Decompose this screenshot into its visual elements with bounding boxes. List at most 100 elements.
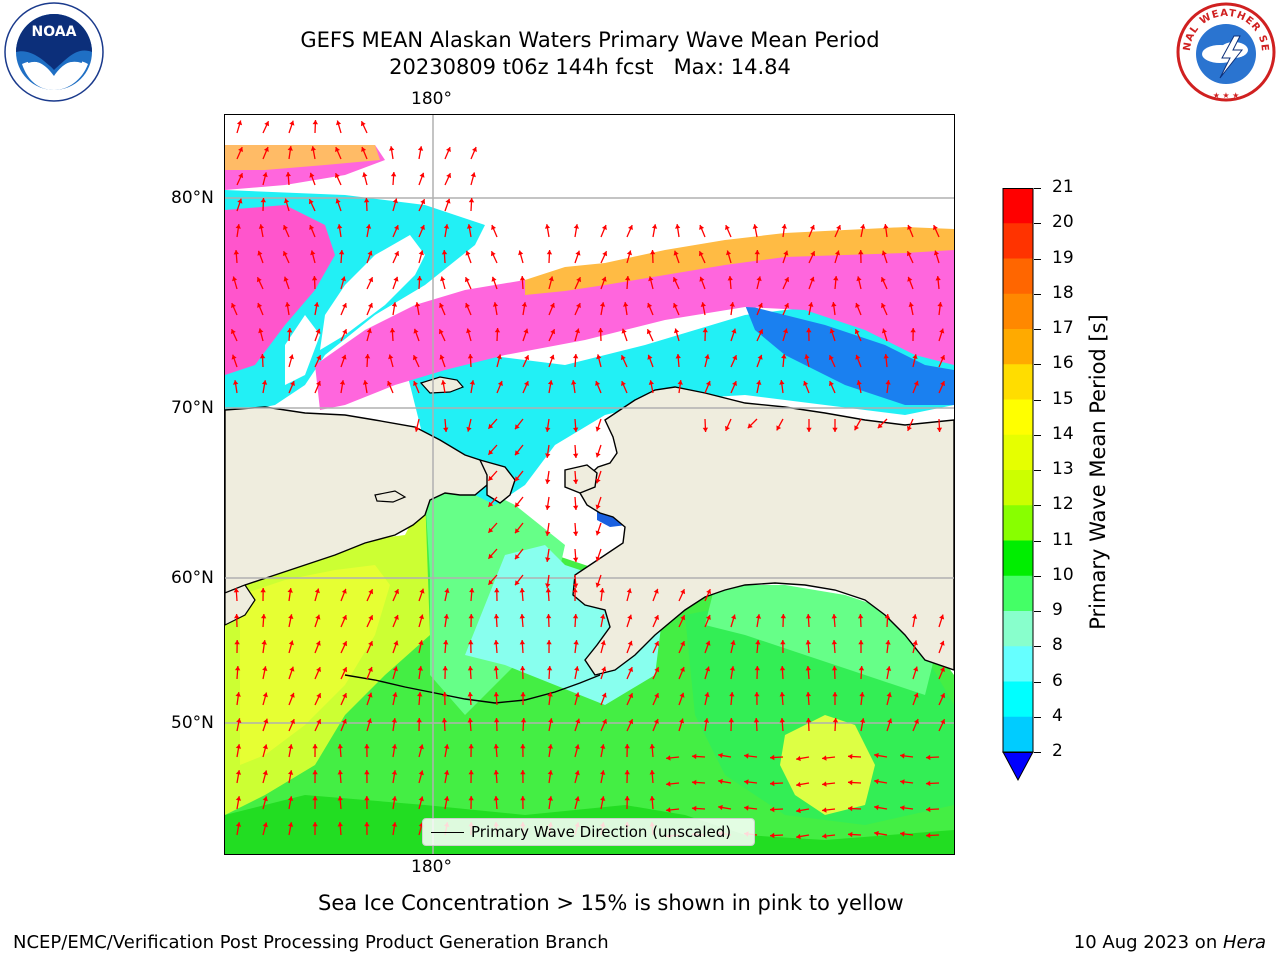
wave-direction-arrowhead bbox=[468, 770, 474, 775]
wave-direction-arrowhead bbox=[595, 426, 601, 432]
wave-direction-arrowhead bbox=[284, 198, 290, 204]
colorbar-tick-label: 16 bbox=[1052, 353, 1074, 374]
wave-direction-arrowhead bbox=[367, 667, 373, 672]
wave-direction-arrowhead bbox=[654, 693, 659, 699]
wave-direction-arrowhead bbox=[780, 614, 786, 619]
wave-direction-arrowhead bbox=[418, 614, 424, 620]
colorbar-tick-mark bbox=[1034, 681, 1041, 683]
wave-direction-arrowhead bbox=[544, 224, 551, 229]
wave-direction-arrowhead bbox=[341, 719, 347, 724]
wave-direction-arrowhead bbox=[699, 225, 705, 230]
wave-direction-arrowhead bbox=[468, 796, 474, 801]
wave-direction-arrowhead bbox=[236, 120, 243, 126]
wave-direction-arrowhead bbox=[654, 667, 660, 673]
colorbar-tick-label: 8 bbox=[1052, 635, 1063, 656]
wave-direction-arrowhead bbox=[309, 225, 315, 230]
wave-direction-arrowhead bbox=[546, 640, 552, 645]
wave-direction-arrowhead bbox=[576, 277, 582, 283]
wave-direction-arrowhead bbox=[442, 666, 448, 671]
bottom-longitude-label: 180° bbox=[411, 857, 452, 877]
wave-direction-arrowhead bbox=[286, 328, 293, 333]
noaa-logo-icon: NOAA bbox=[4, 2, 104, 102]
colorbar-band bbox=[1003, 646, 1033, 682]
wave-direction-arrowhead bbox=[236, 718, 242, 723]
wave-direction-arrowhead bbox=[939, 640, 945, 646]
wave-direction-arrowhead bbox=[234, 640, 240, 645]
wave-direction-arrowhead bbox=[524, 381, 529, 386]
colorbar-tick-mark bbox=[1034, 752, 1041, 753]
wave-direction-arrowhead bbox=[288, 354, 294, 360]
wave-direction-arrowhead bbox=[288, 822, 294, 827]
wave-direction-arrowhead bbox=[392, 666, 398, 672]
wave-direction-arrowhead bbox=[440, 380, 447, 385]
wave-direction-arrowhead bbox=[235, 744, 242, 749]
wave-direction-arrowhead bbox=[673, 303, 678, 308]
wave-direction-arrowhead bbox=[444, 744, 450, 749]
wave-direction-arrowhead bbox=[337, 822, 343, 827]
wave-direction-arrowhead bbox=[515, 502, 520, 508]
wave-direction-arrowhead bbox=[310, 146, 316, 151]
wave-direction-arrowhead bbox=[692, 753, 697, 760]
wave-direction-arrowhead bbox=[728, 718, 734, 723]
wave-direction-arrowhead bbox=[520, 770, 526, 775]
wave-direction-arrowhead bbox=[900, 779, 905, 785]
wave-direction-arrowhead bbox=[361, 147, 367, 152]
wave-direction-arrowhead bbox=[392, 198, 398, 204]
map-legend: Primary Wave Direction (unscaled) bbox=[422, 818, 755, 846]
wave-direction-arrowhead bbox=[674, 328, 680, 334]
wave-direction-arrowhead bbox=[575, 718, 581, 724]
wave-direction-arrowhead bbox=[289, 666, 295, 672]
wave-direction-arrowhead bbox=[231, 303, 236, 308]
wave-direction-arrowhead bbox=[256, 277, 262, 283]
wave-direction-arrowhead bbox=[573, 583, 579, 588]
wave-direction-arrowhead bbox=[392, 692, 398, 697]
wave-direction-arrowhead bbox=[335, 147, 340, 152]
wave-direction-arrowhead bbox=[654, 641, 660, 647]
wave-direction-arrowhead bbox=[744, 805, 749, 811]
wave-direction-arrowhead bbox=[680, 589, 686, 595]
wave-direction-arrowhead bbox=[572, 588, 578, 593]
wave-direction-arrowhead bbox=[315, 328, 321, 334]
wave-direction-arrowhead bbox=[757, 354, 763, 360]
svg-text:★ ★ ★: ★ ★ ★ bbox=[1213, 91, 1240, 100]
wave-direction-arrowhead bbox=[887, 718, 893, 724]
wave-direction-arrowhead bbox=[515, 450, 520, 456]
wave-direction-arrowhead bbox=[648, 276, 654, 282]
wave-direction-arrowhead bbox=[860, 718, 866, 723]
colorbar-band bbox=[1003, 293, 1033, 330]
lat-label-70: 70°N bbox=[171, 398, 214, 418]
top-longitude-label: 180° bbox=[411, 89, 452, 109]
wave-direction-arrowhead bbox=[232, 276, 238, 282]
wave-direction-arrowhead bbox=[939, 328, 945, 334]
wave-direction-arrowhead bbox=[368, 615, 374, 621]
wave-direction-arrowhead bbox=[649, 744, 655, 749]
wave-direction-arrowhead bbox=[831, 640, 837, 645]
wave-direction-arrowhead bbox=[913, 380, 919, 386]
wave-direction-arrowhead bbox=[313, 302, 320, 307]
wave-direction-arrowhead bbox=[263, 718, 269, 724]
wave-direction-arrowhead bbox=[417, 146, 424, 151]
colorbar-label: Primary Wave Mean Period [s] bbox=[1086, 314, 1110, 630]
wave-direction-arrowhead bbox=[883, 224, 889, 229]
colorbar-tick-mark bbox=[1034, 716, 1041, 718]
wave-direction-arrowhead bbox=[341, 588, 347, 594]
wave-direction-arrowhead bbox=[755, 640, 761, 645]
wave-direction-arrowhead bbox=[829, 381, 834, 387]
wave-direction-arrowhead bbox=[261, 640, 267, 645]
land-aleutians bbox=[344, 674, 601, 704]
wave-direction-arrowhead bbox=[627, 614, 633, 620]
wave-direction-arrowhead bbox=[654, 615, 659, 620]
colorbar-band bbox=[1003, 681, 1033, 718]
wave-direction-arrowhead bbox=[342, 329, 348, 335]
wave-direction-arrowhead bbox=[574, 666, 580, 671]
colorbar-tick-label: 19 bbox=[1052, 247, 1074, 268]
colorbar bbox=[1002, 188, 1034, 782]
wave-direction-arrowhead bbox=[337, 796, 343, 801]
wave-direction-arrowhead bbox=[573, 531, 579, 536]
wave-direction-arrowhead bbox=[805, 718, 812, 723]
sea-ice-orange-edge bbox=[525, 227, 954, 295]
wave-direction-arrowhead bbox=[419, 588, 425, 594]
colorbar-band bbox=[1003, 470, 1033, 506]
colorbar-tick-label: 20 bbox=[1052, 212, 1074, 233]
wave-direction-arrowhead bbox=[732, 381, 737, 386]
